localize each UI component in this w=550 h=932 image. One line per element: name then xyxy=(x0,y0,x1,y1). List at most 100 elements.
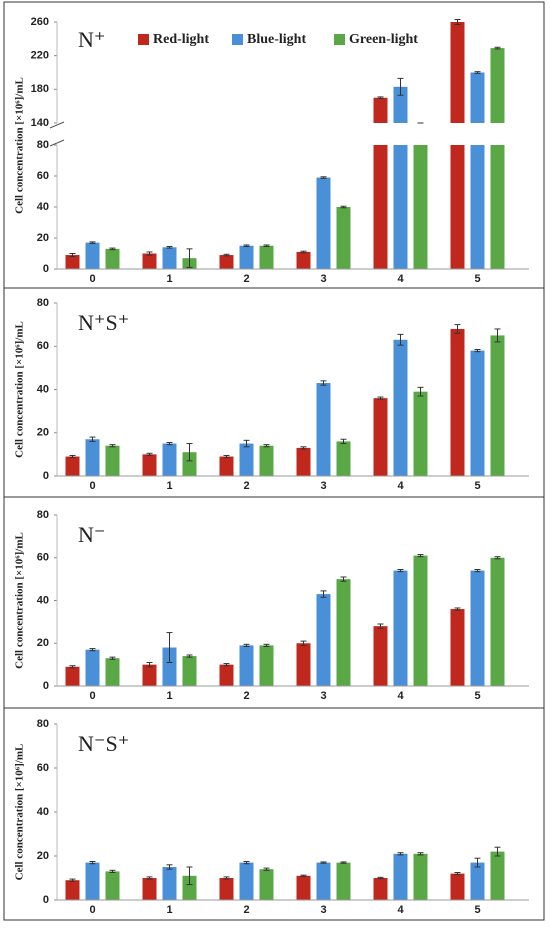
bar xyxy=(373,878,388,900)
bar xyxy=(393,570,408,686)
x-tick-label: 2 xyxy=(243,480,249,492)
axis-break xyxy=(49,121,65,129)
bar xyxy=(413,391,428,476)
x-tick-label: 0 xyxy=(89,480,95,492)
y-tick-label: 40 xyxy=(37,383,49,395)
y-tick-label: 80 xyxy=(37,139,49,151)
bar xyxy=(85,439,100,476)
y-tick-label: 60 xyxy=(37,762,49,774)
x-tick-label: 1 xyxy=(166,904,172,916)
y-tick-label: 60 xyxy=(37,340,49,352)
bar xyxy=(336,579,351,686)
bar xyxy=(105,871,120,900)
bar xyxy=(65,880,80,900)
bar xyxy=(316,177,331,269)
legend-swatch xyxy=(138,34,149,45)
bar xyxy=(470,350,485,476)
bar xyxy=(450,609,465,686)
bar xyxy=(239,443,254,476)
y-tick-label: 220 xyxy=(31,50,49,62)
y-tick-label: 0 xyxy=(43,470,49,482)
x-tick-label: 3 xyxy=(320,273,326,285)
panel-title: N⁺ xyxy=(78,27,106,52)
x-tick-label: 3 xyxy=(320,480,326,492)
bar xyxy=(219,664,234,686)
bar xyxy=(259,869,274,900)
legend-label: Red-light xyxy=(153,32,209,47)
y-tick-label: 20 xyxy=(37,850,49,862)
x-tick-label: 5 xyxy=(474,480,480,492)
bar xyxy=(239,645,254,686)
y-tick-label: 80 xyxy=(37,297,49,309)
bar xyxy=(373,398,388,476)
bar xyxy=(65,666,80,686)
x-tick-label: 0 xyxy=(89,690,95,702)
bar xyxy=(239,862,254,900)
panel-title: N⁺S⁺ xyxy=(78,310,129,335)
legend-label: Green-light xyxy=(349,32,418,47)
bar xyxy=(490,557,505,686)
bar xyxy=(373,626,388,686)
bar xyxy=(450,328,465,476)
y-tick-label: 40 xyxy=(37,594,49,606)
bar xyxy=(393,853,408,900)
y-axis-label: Cell concentration [×10⁶]/mL xyxy=(14,77,26,214)
x-tick-label: 5 xyxy=(474,904,480,916)
bar xyxy=(470,72,485,123)
bar xyxy=(490,145,505,269)
bar xyxy=(316,594,331,686)
bar xyxy=(296,251,311,269)
legend-swatch xyxy=(232,34,243,45)
bar xyxy=(490,48,505,123)
bar xyxy=(393,339,408,476)
bar xyxy=(85,649,100,686)
x-tick-label: 2 xyxy=(243,273,249,285)
bar xyxy=(413,853,428,900)
bar xyxy=(413,145,428,269)
x-tick-label: 2 xyxy=(243,904,249,916)
bar xyxy=(336,441,351,476)
bar xyxy=(259,245,274,269)
bar xyxy=(219,255,234,269)
bar xyxy=(413,555,428,686)
y-tick-label: 40 xyxy=(37,806,49,818)
bar xyxy=(85,862,100,900)
bar xyxy=(316,862,331,900)
y-tick-label: 40 xyxy=(37,201,49,213)
y-axis-label: Cell concentration [×10⁶]/mL xyxy=(14,532,26,669)
bar xyxy=(450,22,465,123)
bar xyxy=(259,645,274,686)
bar xyxy=(336,207,351,269)
x-tick-label: 0 xyxy=(89,904,95,916)
bar xyxy=(490,851,505,900)
x-tick-label: 5 xyxy=(474,690,480,702)
y-tick-label: 80 xyxy=(37,718,49,730)
bar xyxy=(162,647,177,686)
bar xyxy=(296,643,311,686)
bar xyxy=(470,145,485,269)
bar xyxy=(239,245,254,269)
bar xyxy=(490,335,505,476)
bar xyxy=(65,255,80,269)
panel-frame xyxy=(3,707,545,921)
x-tick-label: 1 xyxy=(166,480,172,492)
x-tick-label: 4 xyxy=(397,273,404,285)
bar xyxy=(316,383,331,476)
x-tick-label: 4 xyxy=(397,904,404,916)
y-tick-label: 20 xyxy=(37,637,49,649)
bar xyxy=(450,873,465,900)
y-tick-label: 180 xyxy=(31,83,49,95)
x-tick-label: 5 xyxy=(474,273,480,285)
bar xyxy=(336,862,351,900)
y-tick-label: 20 xyxy=(37,427,49,439)
x-tick-label: 1 xyxy=(166,690,172,702)
bar xyxy=(470,570,485,686)
y-tick-label: 0 xyxy=(43,263,49,275)
legend-swatch xyxy=(334,34,345,45)
y-tick-label: 60 xyxy=(37,552,49,564)
x-tick-label: 2 xyxy=(243,690,249,702)
bar xyxy=(162,867,177,900)
y-tick-label: 140 xyxy=(31,117,49,129)
x-tick-label: 1 xyxy=(166,273,172,285)
x-tick-label: 3 xyxy=(320,904,326,916)
